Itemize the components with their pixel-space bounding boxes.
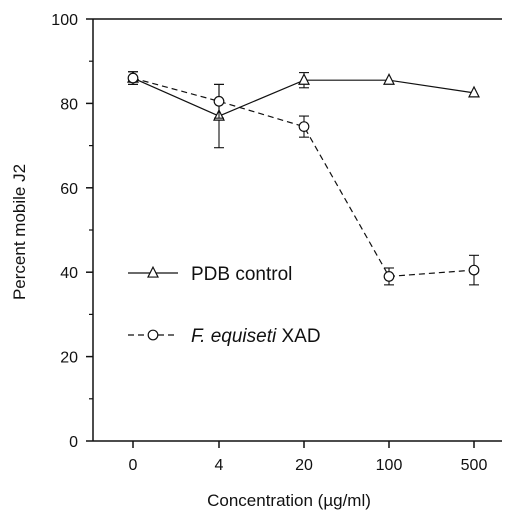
legend-label-part: PDB control bbox=[191, 264, 292, 285]
y-tick-label: 40 bbox=[60, 265, 78, 282]
legend-label-part: F. equiseti bbox=[191, 326, 277, 347]
data-point bbox=[383, 271, 395, 282]
data-point bbox=[383, 73, 395, 85]
data-point bbox=[127, 72, 139, 84]
y-tick-label: 60 bbox=[60, 181, 78, 198]
y-tick-label: 20 bbox=[60, 350, 78, 367]
legend-item-f-equiseti-xad: F. equiseti XAD bbox=[128, 326, 321, 347]
data-point bbox=[298, 73, 310, 85]
data-point bbox=[298, 121, 310, 133]
y-ticks: 0 20 40 60 80 100 bbox=[51, 12, 93, 451]
series-layer bbox=[127, 70, 480, 286]
data-point bbox=[213, 95, 225, 107]
x-tick-label: 100 bbox=[376, 457, 403, 474]
x-tick-label: 500 bbox=[461, 457, 488, 474]
y-tick-label: 0 bbox=[69, 434, 78, 451]
x-ticks: 0 4 20 100 500 bbox=[129, 441, 488, 474]
x-tick-label: 0 bbox=[129, 457, 138, 474]
data-point bbox=[468, 85, 480, 98]
y-axis-label: Percent mobile J2 bbox=[10, 164, 29, 300]
x-axis-label: Concentration (µg/ml) bbox=[207, 491, 371, 510]
legend-label-part: XAD bbox=[276, 326, 320, 347]
data-point bbox=[468, 264, 480, 276]
series-f-equiseti-xad bbox=[127, 71, 480, 286]
legend-label: F. equiseti XAD bbox=[191, 326, 321, 347]
legend-marker bbox=[147, 329, 159, 341]
y-tick-label: 80 bbox=[60, 96, 78, 113]
legend-item-pdb-control: PDB control bbox=[128, 264, 292, 285]
x-tick-label: 4 bbox=[215, 457, 224, 474]
legend-marker bbox=[147, 265, 159, 278]
series-line bbox=[132, 77, 475, 278]
legend-label: PDB control bbox=[191, 264, 292, 285]
legend: PDB control F. equiseti XAD bbox=[128, 264, 321, 347]
y-tick-label: 100 bbox=[51, 12, 78, 29]
x-tick-label: 20 bbox=[295, 457, 313, 474]
